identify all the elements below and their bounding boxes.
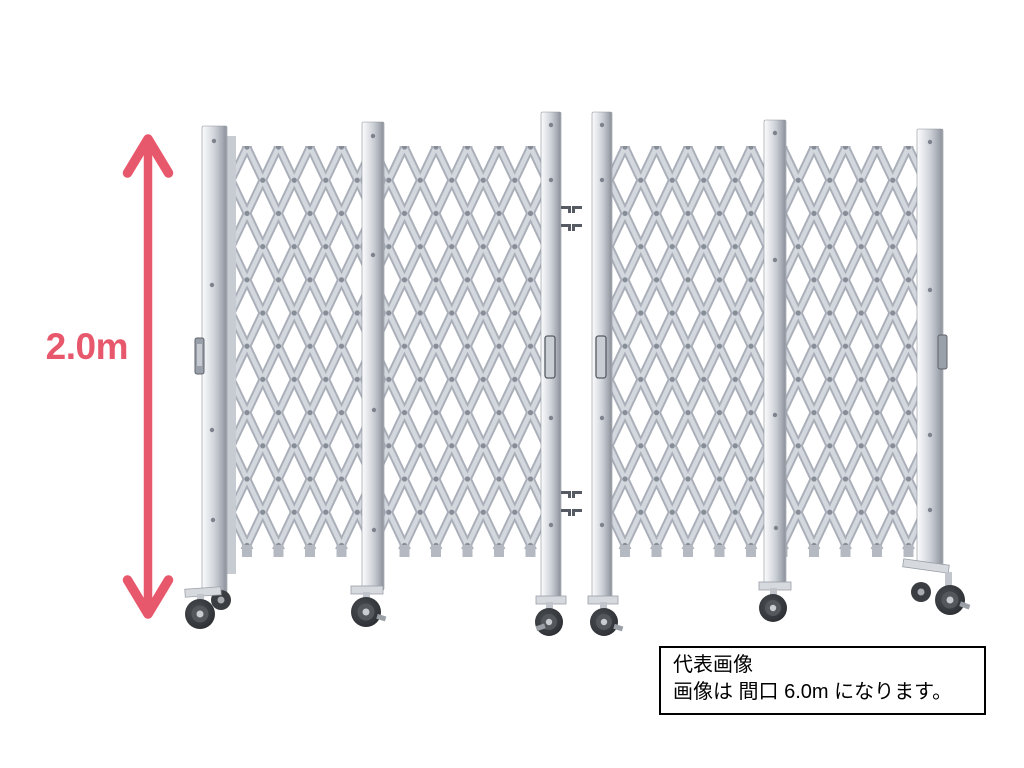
height-dimension-label: 2.0m xyxy=(45,326,129,367)
caption-line-1: 代表画像 xyxy=(673,654,753,676)
caption-box: 代表画像 画像は 間口 6.0m になります。 xyxy=(659,646,986,715)
caption-line-2: 画像は 間口 6.0m になります。 xyxy=(673,681,953,703)
gate-latch-hardware xyxy=(194,206,948,516)
gate-casters xyxy=(184,558,971,636)
post-rivets xyxy=(209,122,933,533)
height-dimension-arrow xyxy=(122,134,174,619)
gate-left-section xyxy=(212,146,560,558)
